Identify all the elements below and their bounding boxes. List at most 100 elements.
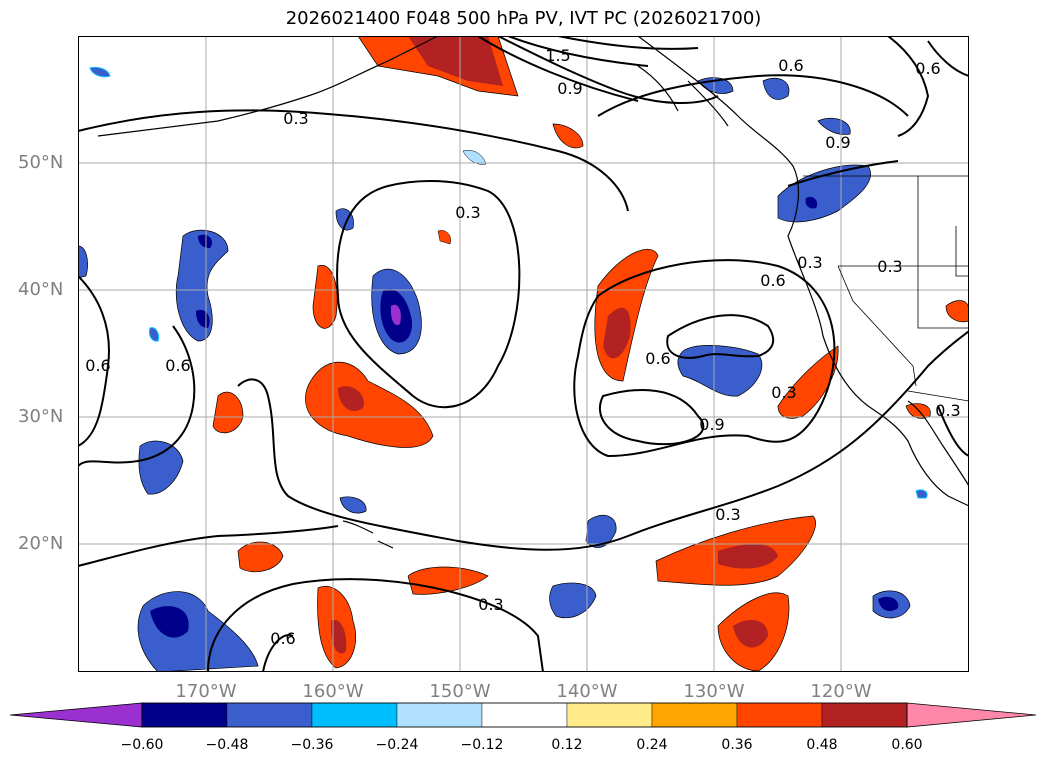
anomaly-patch	[212, 391, 244, 434]
anomaly-patch	[817, 117, 851, 135]
lon-label-170w: 170°W	[175, 681, 237, 702]
contour-label: 0.6	[270, 629, 295, 648]
contour-label: 0.3	[935, 401, 960, 420]
anomaly-patch	[733, 620, 768, 648]
map-frame	[78, 36, 969, 672]
contour-label: 0.6	[165, 356, 190, 375]
contour-line	[207, 578, 544, 672]
contour-label: 0.3	[283, 109, 308, 128]
colorbar-frame	[141, 702, 908, 728]
pv-contours	[78, 36, 969, 672]
contour-line	[78, 325, 196, 467]
lon-label-160w: 160°W	[302, 681, 364, 702]
contour-label: 0.3	[478, 595, 503, 614]
anomaly-patch	[198, 234, 213, 248]
anomaly-patch	[149, 327, 159, 342]
colorbar-segment	[311, 702, 398, 728]
anomaly-patch	[408, 36, 503, 86]
lon-label-140w: 140°W	[556, 681, 618, 702]
anomaly-patch	[175, 229, 229, 342]
contour-label-group: 1.5 0.9 0.3 0.6 0.6 0.3 0.3 0.6 0.3 0.6 …	[85, 46, 960, 648]
anomaly-patch	[138, 440, 184, 495]
colorbar-tick-label: 0.48	[806, 737, 838, 753]
colorbar-tick-label: −0.12	[460, 737, 504, 753]
colorbar-segment	[396, 702, 483, 728]
colorbar-segment	[141, 702, 228, 728]
anomaly-patch	[437, 230, 451, 245]
positive-anomaly-patches	[212, 36, 969, 672]
contour-label: 1.5	[545, 46, 570, 65]
coastline	[637, 36, 969, 507]
anomaly-patch	[462, 150, 487, 165]
colorbar-segment	[226, 702, 313, 728]
anomaly-patch	[305, 361, 434, 448]
anomaly-patch	[338, 386, 364, 412]
contour-label: 0.3	[877, 257, 902, 276]
contour-label: 0.6	[778, 56, 803, 75]
colorbar-tick-label: 0.12	[551, 737, 583, 753]
anomaly-patch	[905, 403, 931, 419]
contour-line	[497, 36, 719, 104]
coastline	[97, 36, 439, 137]
contour-label: 0.6	[760, 271, 785, 290]
anomaly-patch	[777, 164, 871, 223]
contour-line	[573, 259, 836, 458]
anomaly-patch	[915, 489, 928, 499]
border	[917, 176, 969, 329]
colorbar-tick-label: 0.24	[636, 737, 668, 753]
border	[907, 390, 969, 402]
anomaly-patch	[312, 265, 338, 329]
colorbar-tick-label: −0.48	[205, 737, 249, 753]
contour-line	[507, 36, 649, 67]
anomaly-patch	[603, 307, 631, 359]
lat-label-30n: 30°N	[18, 406, 64, 427]
contour-label: 0.9	[557, 79, 582, 98]
anomaly-patch	[390, 304, 401, 326]
anomaly-patch	[89, 66, 111, 78]
coastline	[907, 400, 969, 487]
contour-line	[237, 330, 969, 551]
anomaly-patch	[718, 544, 778, 569]
contour-label: 0.6	[85, 356, 110, 375]
contour-label: 0.6	[915, 59, 940, 78]
lon-label-120w: 120°W	[810, 681, 872, 702]
border	[955, 226, 969, 277]
contour-label: 0.6	[645, 349, 670, 368]
colorbar-segment	[736, 702, 823, 728]
contour-line	[598, 389, 705, 446]
contour-line	[787, 160, 899, 187]
contour-line	[262, 634, 294, 672]
contour-line	[78, 525, 339, 567]
anomaly-patch	[677, 345, 763, 397]
colorbar-extend-left	[10, 702, 143, 728]
anomaly-patch	[150, 606, 189, 638]
anomaly-patch	[549, 582, 597, 619]
anomaly-patch	[878, 596, 899, 611]
anomaly-patch	[945, 300, 969, 323]
contour-line	[666, 314, 775, 359]
lat-label-50n: 50°N	[18, 152, 64, 173]
contour-line	[927, 40, 969, 77]
coastlines	[97, 36, 969, 549]
contour-line	[477, 36, 639, 102]
contour-label: 0.3	[771, 383, 796, 402]
lat-label-20n: 20°N	[18, 533, 64, 554]
contour-line	[557, 36, 699, 50]
anomaly-patch	[237, 541, 284, 573]
chart-title: 2026021400 F048 500 hPa PV, IVT PC (2026…	[285, 8, 762, 29]
lat-label-40n: 40°N	[18, 279, 64, 300]
anomaly-patch	[805, 196, 818, 209]
colorbar-segment	[651, 702, 738, 728]
anomaly-patch	[330, 620, 347, 654]
anomaly-patch	[552, 123, 584, 149]
colorbar-tick-label: −0.36	[290, 737, 334, 753]
contour-line	[887, 36, 930, 137]
map-panel: 1.5 0.9 0.3 0.6 0.6 0.3 0.3 0.6 0.3 0.6 …	[78, 36, 969, 672]
contour-line	[78, 109, 629, 212]
anomaly-patch	[777, 345, 839, 419]
anomaly-patch	[339, 496, 367, 514]
colorbar	[10, 702, 1036, 728]
anomaly-patch	[78, 245, 88, 279]
lon-label-150w: 150°W	[429, 681, 491, 702]
colorbar-extend-right	[906, 702, 1036, 728]
